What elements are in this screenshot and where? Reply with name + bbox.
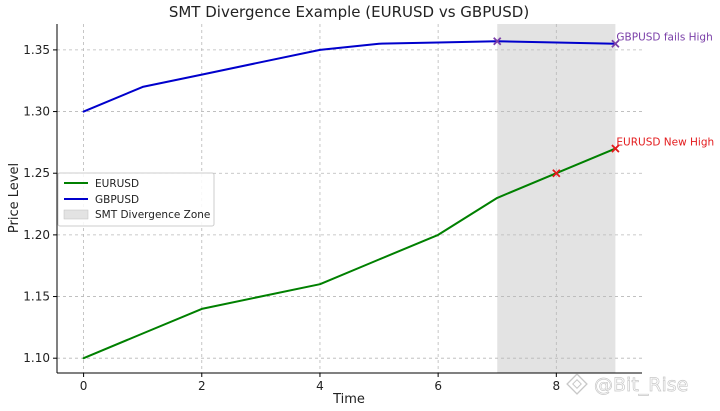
- legend-box: [57, 172, 215, 227]
- x-tick-label: 8: [552, 379, 560, 393]
- series-line-gbpusd: [82, 40, 617, 113]
- y-tick-label: 1.30: [23, 105, 50, 119]
- legend-swatch-divergence-zone: [63, 209, 89, 220]
- y-axis-label: Price Level: [7, 163, 22, 233]
- watermark-text: @Bit_Rise: [594, 374, 688, 396]
- x-tick-label: 6: [434, 379, 442, 393]
- marker-gbpusd: [611, 39, 620, 48]
- marker-gbpusd: [493, 37, 502, 46]
- legend-label-divergence-zone: SMT Divergence Zone: [95, 209, 210, 221]
- y-tick-label: 1.20: [23, 228, 50, 242]
- y-tick-label: 1.25: [23, 166, 50, 180]
- annotation-label: EURUSD New High: [616, 137, 714, 149]
- legend-label-eurusd: EURUSD: [95, 178, 139, 190]
- x-tick-label: 2: [198, 379, 206, 393]
- x-tick-label: 0: [80, 379, 88, 393]
- y-tick-label: 1.10: [23, 351, 50, 365]
- x-tick-label: 4: [316, 379, 324, 393]
- annotation-label: GBPUSD fails High: [616, 32, 712, 44]
- marker-eurusd: [552, 169, 561, 178]
- marker-layer: [493, 37, 620, 178]
- chart-title: SMT Divergence Example (EURUSD vs GBPUSD…: [169, 3, 529, 21]
- watermark: @Bit_Rise: [566, 373, 689, 396]
- annotation-layer: EURUSD New High GBPUSD fails High: [616, 32, 714, 149]
- tick-layer: 0 2 4 6 8 1.10 1.15 1.20 1.25 1.30 1.35: [23, 43, 560, 393]
- x-axis-label: Time: [332, 392, 365, 407]
- axes-layer: [56, 24, 642, 374]
- watermark-logo-icon: [566, 373, 588, 395]
- y-tick-label: 1.15: [23, 290, 50, 304]
- marker-eurusd: [611, 144, 620, 153]
- series-line-eurusd: [82, 147, 617, 360]
- legend-label-gbpusd: GBPUSD: [95, 194, 139, 206]
- legend: EURUSD GBPUSD SMT Divergence Zone: [57, 172, 215, 227]
- series-layer: [82, 40, 617, 360]
- y-tick-label: 1.35: [23, 43, 50, 57]
